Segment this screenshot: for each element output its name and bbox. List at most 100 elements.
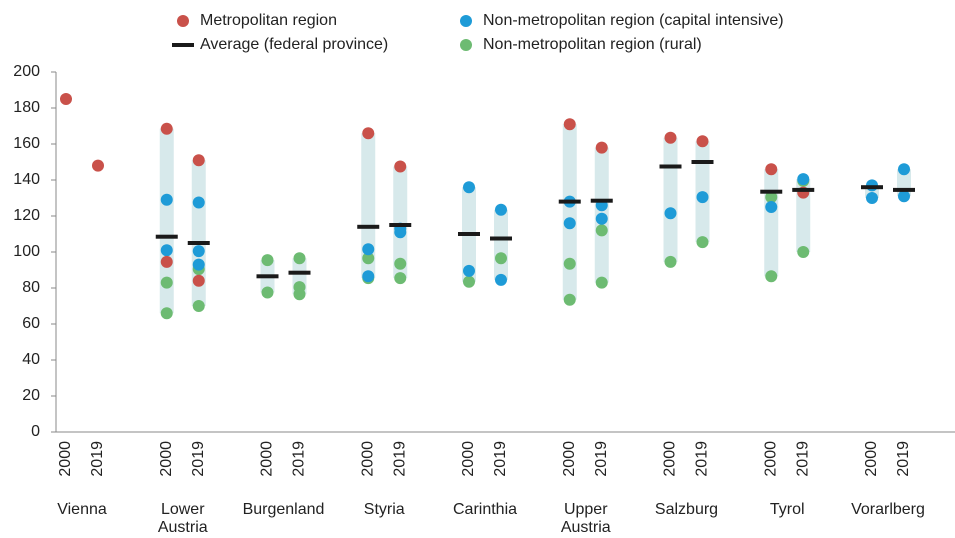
x-tick-label: 2000	[662, 441, 679, 477]
point	[696, 191, 709, 204]
point	[696, 236, 709, 249]
group-label: Vorarlberg	[851, 501, 925, 518]
point	[765, 191, 778, 204]
average-dash	[792, 187, 815, 192]
average-dash	[590, 198, 613, 203]
point	[394, 160, 407, 173]
point	[160, 244, 173, 257]
group-label: Salzburg	[654, 501, 719, 518]
point	[563, 257, 576, 270]
group-label: Burgenland	[242, 501, 325, 518]
average-dash	[187, 241, 210, 245]
point	[293, 252, 306, 265]
x-tick-label: 2019	[492, 441, 509, 477]
x-tick-label: 2000	[863, 441, 880, 477]
point	[192, 154, 205, 167]
point	[563, 293, 576, 306]
range-bar	[562, 124, 577, 300]
point	[563, 118, 576, 131]
point	[563, 217, 576, 230]
group-label: Styria	[363, 501, 405, 518]
point	[664, 207, 677, 220]
average-dash	[389, 223, 412, 227]
point	[765, 270, 778, 283]
point	[261, 286, 274, 299]
average-dash	[458, 232, 480, 236]
legend-marker	[177, 15, 189, 27]
x-tick-label: 2019	[895, 441, 912, 477]
point	[495, 203, 507, 216]
point	[898, 190, 910, 203]
point	[463, 275, 475, 288]
range-bar	[764, 169, 779, 277]
group-label: Lower Austria	[157, 501, 208, 536]
x-tick-label: 2019	[593, 441, 610, 477]
point	[362, 270, 375, 283]
point	[394, 257, 407, 270]
point	[60, 93, 72, 105]
y-tick-label: 120	[13, 207, 40, 224]
point	[595, 276, 608, 289]
point	[160, 255, 173, 268]
range-bar	[361, 133, 376, 279]
average-dash	[760, 189, 783, 194]
point	[92, 159, 104, 172]
range-bar	[494, 209, 508, 280]
average-dash	[893, 187, 915, 192]
x-tick-label: 2019	[190, 441, 207, 477]
point	[696, 135, 709, 148]
point	[595, 224, 608, 237]
x-tick-label: 2019	[391, 441, 408, 477]
range-bar	[393, 166, 408, 279]
range-bar	[159, 128, 174, 314]
point	[765, 201, 778, 213]
y-tick-label: 140	[13, 171, 40, 188]
average-dash	[691, 160, 714, 164]
y-tick-label: 80	[22, 279, 40, 296]
x-tick-label: 2019	[89, 441, 106, 477]
x-tick-label: 2000	[762, 441, 779, 477]
x-tick-label: 2019	[291, 441, 308, 477]
average-dash	[861, 185, 883, 190]
group-label: Upper Austria	[560, 501, 611, 536]
point	[362, 252, 375, 265]
x-tick-label: 2019	[794, 441, 811, 477]
average-dash	[155, 234, 178, 239]
group-label: Tyrol	[769, 501, 805, 518]
point	[192, 274, 205, 287]
average-dash	[256, 274, 279, 279]
point	[866, 192, 878, 204]
point	[898, 163, 910, 176]
legend-label: Average (federal province)	[200, 36, 388, 53]
point	[495, 252, 507, 265]
legend-label: Metropolitan region	[200, 12, 337, 29]
point	[664, 131, 677, 144]
point	[495, 273, 507, 286]
point	[261, 254, 274, 267]
y-tick-label: 60	[22, 315, 40, 332]
point	[160, 193, 173, 206]
y-tick-label: 0	[31, 423, 40, 440]
point	[192, 300, 205, 312]
point	[293, 288, 306, 301]
point	[362, 243, 375, 256]
point	[595, 212, 608, 225]
point	[765, 163, 778, 176]
x-tick-label: 2000	[259, 441, 276, 477]
point	[463, 264, 475, 277]
point	[160, 276, 173, 289]
average-dash	[490, 236, 512, 241]
point	[362, 127, 375, 140]
point	[797, 173, 810, 186]
point	[664, 255, 677, 268]
range-bar	[663, 137, 678, 262]
x-tick-label: 2000	[561, 441, 578, 477]
point	[463, 181, 475, 194]
group-label: Carinthia	[452, 501, 518, 518]
y-tick-label: 100	[13, 243, 40, 260]
y-tick-label: 160	[13, 135, 40, 152]
x-tick-label: 2019	[694, 441, 711, 477]
point	[394, 272, 407, 285]
